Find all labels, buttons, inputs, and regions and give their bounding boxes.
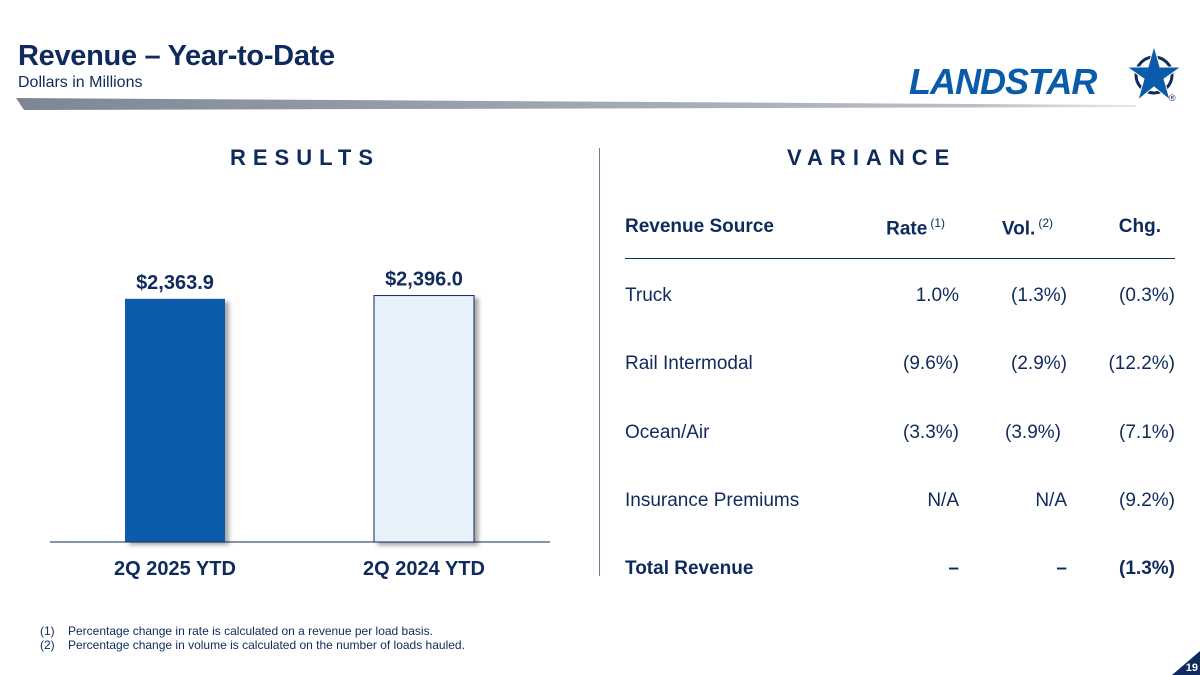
col-header-vol: Vol. (2) xyxy=(1001,216,1053,240)
table-header-row: Revenue Source Rate (1) Vol. (2) Chg. xyxy=(625,210,1175,244)
col-header-rate: Rate (1) xyxy=(886,216,945,240)
bar-2q-2025-ytd xyxy=(125,298,225,542)
row-source: Ocean/Air xyxy=(625,422,710,443)
table-header-rule xyxy=(625,258,1175,259)
rate-footnote-ref: (1) xyxy=(930,216,945,230)
table-row: Ocean/Air (3.3%) (3.9%) (7.1%) xyxy=(625,416,1175,450)
data-label: $2,363.9 xyxy=(136,272,214,294)
results-heading: RESULTS xyxy=(230,145,381,170)
table-row: Truck 1.0% (1.3%) (0.3%) xyxy=(625,279,1175,313)
row-vol: (1.3%) xyxy=(1011,285,1067,306)
footnote: (2) Percentage change in volume is calcu… xyxy=(40,638,465,652)
footnote-number: (2) xyxy=(40,638,55,652)
star-icon xyxy=(1125,44,1183,102)
row-vol: (3.9%) xyxy=(1005,422,1061,443)
page-subtitle: Dollars in Millions xyxy=(18,74,143,91)
col-header-chg: Chg. xyxy=(1118,216,1161,237)
row-rate: (3.3%) xyxy=(903,422,959,443)
category-label: 2Q 2025 YTD xyxy=(114,558,236,580)
row-rate: – xyxy=(948,558,959,579)
variance-heading: VARIANCE xyxy=(787,145,957,170)
table-total-row: Total Revenue – – (1.3%) xyxy=(625,552,1175,586)
row-source: Insurance Premiums xyxy=(625,490,800,511)
row-vol: N/A xyxy=(1035,490,1067,511)
registered-mark: ® xyxy=(1169,93,1176,103)
row-chg: (0.3%) xyxy=(1119,285,1175,306)
row-source: Total Revenue xyxy=(625,558,754,579)
bar-2q-2024-ytd xyxy=(373,295,475,543)
row-vol: (2.9%) xyxy=(1011,353,1067,374)
page-title: Revenue – Year-to-Date xyxy=(18,40,335,72)
title-rule xyxy=(16,98,1136,110)
row-chg: (9.2%) xyxy=(1119,490,1175,511)
row-chg: (12.2%) xyxy=(1108,353,1175,374)
col-header-source: Revenue Source xyxy=(625,216,774,237)
footnote-text: Percentage change in volume is calculate… xyxy=(68,638,465,652)
footnote-text: Percentage change in rate is calculated … xyxy=(68,624,433,638)
footnote-number: (1) xyxy=(40,624,55,638)
vol-footnote-ref: (2) xyxy=(1038,216,1053,230)
row-chg: (7.1%) xyxy=(1119,422,1175,443)
row-vol: – xyxy=(1056,558,1067,579)
table-row: Rail Intermodal (9.6%) (2.9%) (12.2%) xyxy=(625,347,1175,381)
table-row: Insurance Premiums N/A N/A (9.2%) xyxy=(625,484,1175,518)
row-source: Truck xyxy=(625,285,672,306)
footnote: (1) Percentage change in rate is calcula… xyxy=(40,624,465,638)
data-label: $2,396.0 xyxy=(385,269,463,291)
section-divider xyxy=(599,148,600,576)
landstar-logo: LANDSTAR ® xyxy=(905,44,1183,104)
category-label: 2Q 2024 YTD xyxy=(363,558,485,580)
logo-wordmark: LANDSTAR xyxy=(909,61,1097,102)
row-chg: (1.3%) xyxy=(1119,558,1175,579)
row-rate: 1.0% xyxy=(915,285,959,306)
page-number: 19 xyxy=(1185,662,1198,674)
footnotes: (1) Percentage change in rate is calcula… xyxy=(40,624,465,652)
row-rate: N/A xyxy=(927,490,959,511)
row-source: Rail Intermodal xyxy=(625,353,753,374)
row-rate: (9.6%) xyxy=(903,353,959,374)
results-bar-chart: $2,363.9 2Q 2025 YTD $2,396.0 2Q 2024 YTD xyxy=(50,269,550,580)
